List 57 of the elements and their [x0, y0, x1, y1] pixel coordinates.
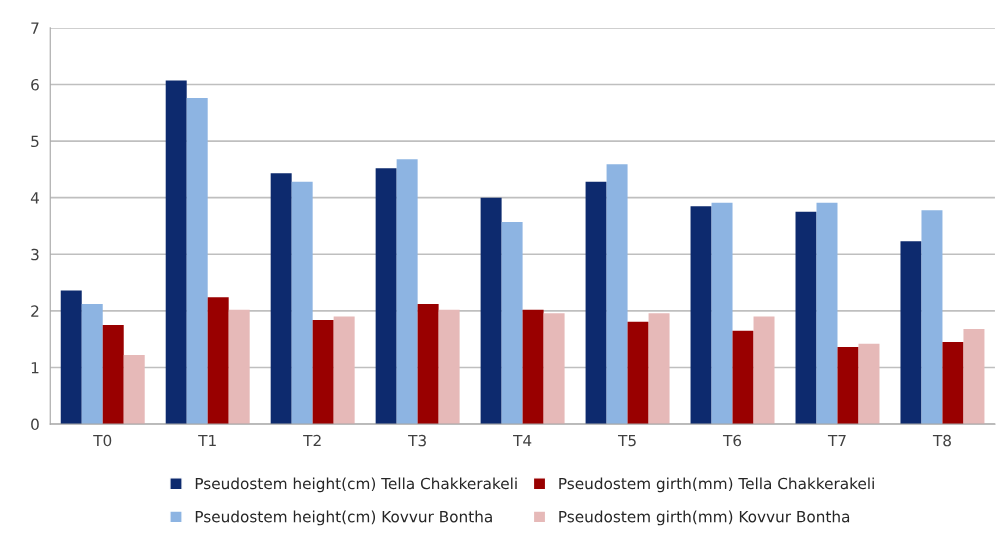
bar: [543, 313, 565, 425]
bar: [396, 159, 418, 425]
x-tick-label: T4: [513, 434, 532, 447]
bar: [522, 309, 544, 425]
bar: [795, 211, 817, 425]
bar: [627, 321, 649, 425]
bar: [270, 173, 292, 425]
bar: [900, 241, 922, 425]
y-tick-label: 4: [30, 192, 39, 204]
legend-label: Pseudostem height(cm) Tella Chakkerakeli: [195, 477, 517, 493]
bar: [186, 98, 208, 425]
bar: [837, 347, 859, 425]
bar: [921, 210, 943, 425]
bar: [81, 304, 103, 425]
bar: [60, 290, 82, 425]
bar: [711, 202, 733, 425]
bar: [816, 202, 838, 425]
bar: [732, 330, 754, 425]
bar: [312, 319, 334, 425]
x-tick-label: T7: [827, 434, 846, 447]
bar: [606, 164, 628, 425]
bar: [375, 168, 397, 425]
bar: [333, 316, 355, 425]
y-tick-label: 5: [31, 135, 39, 148]
bar: [102, 325, 124, 425]
y-tick-label: 0: [31, 418, 39, 431]
x-tick-label: T5: [618, 434, 636, 447]
bar: [438, 309, 460, 425]
bar: [942, 342, 964, 425]
bar: [753, 316, 775, 425]
bar: [963, 329, 985, 425]
bar: [291, 181, 313, 425]
bar: [648, 313, 670, 425]
x-tick-label: T2: [303, 434, 321, 447]
bar: [123, 355, 145, 425]
bar: [858, 343, 880, 425]
bar: [228, 309, 250, 425]
x-tick-label: T8: [932, 434, 951, 447]
bar: [690, 206, 712, 425]
bar: [165, 80, 187, 425]
x-tick-label: T6: [722, 434, 742, 447]
legend-label: Pseudostem height(cm) Kovvur Bontha: [195, 510, 492, 526]
y-tick-label: 6: [31, 78, 39, 91]
y-tick-label: 3: [31, 248, 39, 261]
bar: [417, 304, 439, 425]
bar: [585, 181, 607, 425]
x-tick-label: T1: [198, 434, 216, 447]
legend-label: Pseudostem girth(mm) Tella Chakkerakeli: [559, 477, 874, 493]
legend-label: Pseudostem girth(mm) Kovvur Bontha: [559, 510, 850, 526]
y-tick-label: 2: [31, 305, 39, 317]
x-tick-label: T0: [93, 434, 112, 447]
y-tick-label: 1: [31, 362, 39, 374]
bar: [501, 222, 523, 425]
y-tick-label: 7: [31, 22, 39, 34]
bar: [480, 197, 502, 425]
bar: [207, 297, 229, 425]
x-tick-label: T3: [408, 434, 426, 447]
